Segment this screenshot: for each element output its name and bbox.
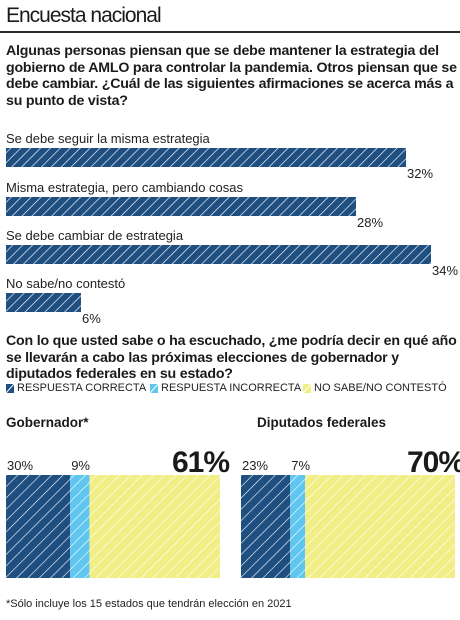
- bar-cambiar-estrategia: [6, 245, 431, 264]
- title-divider: [0, 31, 460, 33]
- legend-correct: RESPUESTA CORRECTA: [6, 382, 146, 394]
- legend-nosabe: NO SABE/NO CONTESTÓ: [303, 382, 447, 394]
- gobernador-nosabe-value: 61%: [172, 446, 230, 479]
- legend-label-incorrect: RESPUESTA INCORRECTA: [161, 382, 302, 394]
- group-title-gobernador: Gobernador*: [6, 415, 89, 430]
- group-title-diputados: Diputados federales: [257, 415, 387, 430]
- bar-value-misma-estrategia: 32%: [407, 166, 434, 181]
- diputados-nosabe-segment: [305, 475, 455, 578]
- bar-label-no-sabe: No sabe/no contestó: [6, 276, 126, 291]
- bar-label-cambiando-cosas: Misma estrategia, pero cambiando cosas: [6, 180, 244, 195]
- bar-value-cambiar-estrategia: 34%: [432, 263, 459, 278]
- legend-swatch-incorrect: [150, 383, 158, 393]
- gobernador-incorrect-value: 9%: [71, 458, 90, 473]
- gobernador-correct-segment: [6, 475, 71, 578]
- diputados-incorrect-value: 7%: [291, 458, 311, 473]
- legend-label-nosabe: NO SABE/NO CONTESTÓ: [314, 382, 447, 394]
- diputados-nosabe-value: 70%: [407, 446, 460, 479]
- legend-swatch-correct: [6, 383, 14, 393]
- question-1: Algunas personas piensan que se debe man…: [6, 43, 457, 109]
- bar-no-sabe: [6, 293, 81, 312]
- diputados-correct-value: 23%: [242, 458, 269, 473]
- gobernador-correct-value: 30%: [7, 458, 34, 473]
- bar-cambiando-cosas: [6, 197, 356, 216]
- gobernador-nosabe-segment: [89, 475, 220, 578]
- diputados-correct-segment: [241, 475, 291, 578]
- bar-label-misma-estrategia: Se debe seguir la misma estrategia: [6, 131, 210, 146]
- bar-misma-estrategia: [6, 148, 406, 167]
- diputados-incorrect-segment: [290, 475, 306, 578]
- legend-incorrect: RESPUESTA INCORRECTA: [150, 382, 301, 394]
- page-title: Encuesta nacional: [6, 4, 162, 27]
- horizontal-bar-chart: [6, 148, 431, 312]
- bar-value-no-sabe: 6%: [82, 311, 101, 326]
- stacked-bar-diputados: [241, 475, 455, 578]
- legend-label-correct: RESPUESTA CORRECTA: [17, 382, 147, 394]
- bar-value-cambiando-cosas: 28%: [357, 215, 384, 230]
- stacked-bar-gobernador: [6, 475, 220, 578]
- question-2: Con lo que usted sabe o ha escuchado, ¿m…: [6, 333, 457, 382]
- gobernador-incorrect-segment: [70, 475, 90, 578]
- bar-label-cambiar-estrategia: Se debe cambiar de estrategia: [6, 228, 184, 243]
- footnote: *Sólo incluye los 15 estados que tendrán…: [6, 598, 292, 610]
- legend-swatch-nosabe: [303, 383, 311, 393]
